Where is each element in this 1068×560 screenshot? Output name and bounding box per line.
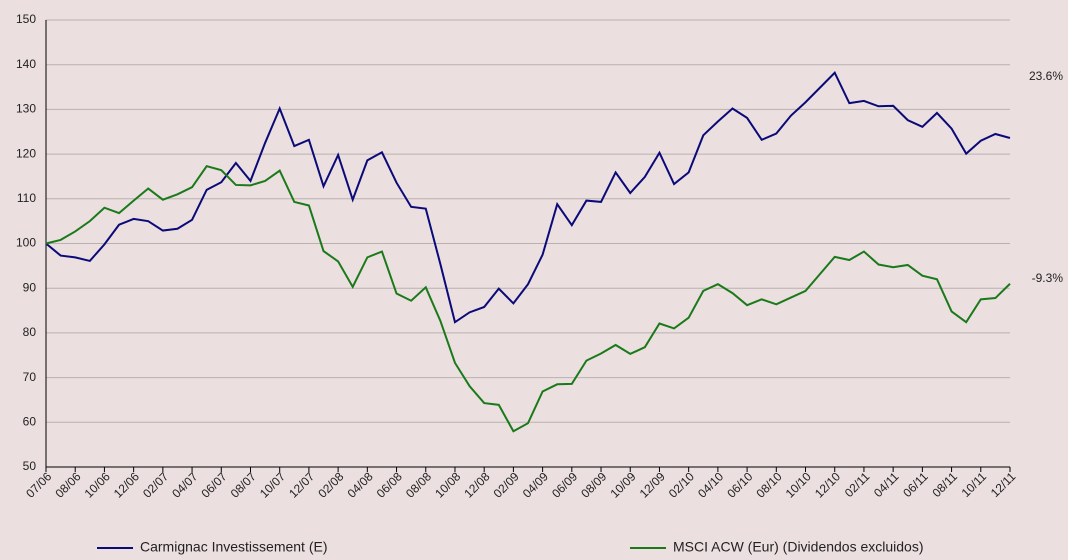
series-line — [45, 165, 1011, 433]
x-tick-label: 02/11 — [842, 469, 873, 500]
x-tick-label: 10/08 — [432, 469, 463, 500]
x-tick-label: 06/08 — [374, 469, 405, 500]
legend-label: Carmignac Investissement (E) — [140, 539, 328, 555]
x-tick-label: 10/06 — [82, 469, 113, 500]
x-tick-label: 10/09 — [607, 469, 638, 500]
y-tick-label: 50 — [23, 459, 37, 473]
y-tick-label: 100 — [16, 236, 36, 250]
x-tick-label: 10/11 — [959, 469, 990, 500]
y-tick-label: 120 — [16, 146, 36, 160]
legend-label: MSCI ACW (Eur) (Dividendos excluidos) — [673, 539, 924, 555]
x-tick-label: 04/10 — [695, 469, 726, 500]
x-tick-label: 12/11 — [988, 469, 1019, 500]
x-tick-label: 10/07 — [257, 469, 288, 500]
x-tick-label: 08/09 — [578, 469, 609, 500]
x-tick-label: 06/10 — [724, 469, 755, 500]
annotation: -9.3% — [1032, 271, 1064, 285]
series-line — [45, 71, 1011, 324]
x-tick-label: 02/09 — [491, 469, 522, 500]
x-tick-label: 04/07 — [169, 469, 200, 500]
x-tick-label: 10/10 — [783, 469, 814, 500]
x-tick-label: 12/10 — [812, 469, 843, 500]
x-tick-label: 08/08 — [403, 469, 434, 500]
x-tick-label: 02/08 — [315, 469, 346, 500]
y-tick-label: 90 — [23, 280, 37, 294]
x-tick-label: 04/08 — [345, 469, 376, 500]
x-tick-label: 12/08 — [461, 469, 492, 500]
y-tick-label: 60 — [23, 414, 37, 428]
x-tick-label: 06/11 — [900, 469, 931, 500]
x-tick-label: 08/10 — [754, 469, 785, 500]
y-tick-label: 110 — [17, 191, 36, 205]
y-tick-label: 150 — [16, 12, 36, 26]
x-tick-label: 12/06 — [111, 469, 142, 500]
x-tick-label: 02/07 — [140, 469, 171, 500]
x-tick-label: 06/07 — [199, 469, 230, 500]
y-tick-label: 130 — [16, 102, 36, 116]
x-tick-label: 02/10 — [666, 469, 697, 500]
x-tick-label: 08/07 — [228, 469, 259, 500]
x-tick-label: 12/09 — [637, 469, 668, 500]
x-tick-label: 04/11 — [871, 469, 902, 500]
y-tick-label: 140 — [16, 57, 36, 71]
x-tick-label: 08/11 — [929, 469, 960, 500]
annotation: 23.6% — [1029, 69, 1063, 83]
x-tick-label: 04/09 — [520, 469, 551, 500]
x-tick-label: 12/07 — [286, 469, 317, 500]
x-tick-label: 08/06 — [52, 469, 83, 500]
y-tick-label: 70 — [23, 370, 37, 384]
y-tick-label: 80 — [23, 325, 37, 339]
x-tick-label: 07/06 — [23, 469, 54, 500]
x-tick-label: 06/09 — [549, 469, 580, 500]
